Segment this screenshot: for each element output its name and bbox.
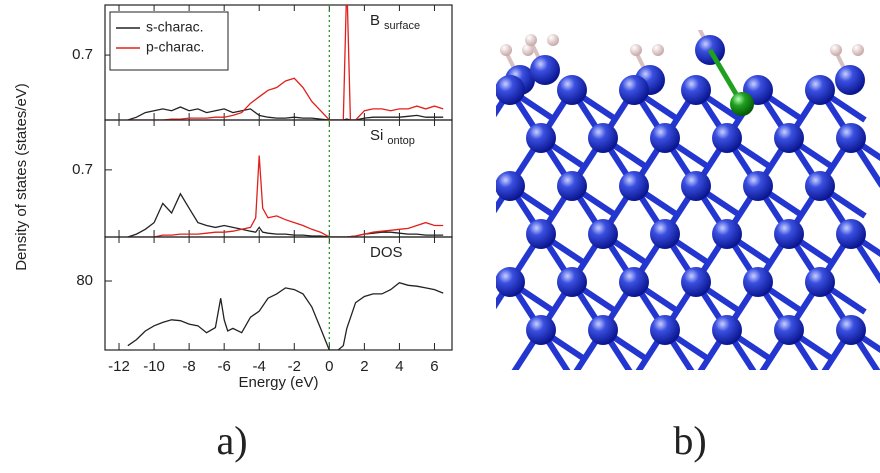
panel-label-main: DOS [370,244,403,261]
series-line [127,106,444,120]
atom [805,171,835,201]
caption: b) [673,418,706,463]
atom [650,123,680,153]
atom [619,171,649,201]
x-tick-label: -4 [253,358,266,375]
x-tick-label: -10 [143,358,165,375]
atom [805,267,835,297]
atom [835,65,865,95]
structure-image [496,14,880,370]
panel-label-sub: surface [384,20,420,32]
atom [681,267,711,297]
panel-label-main: Si [370,127,383,144]
atom [712,123,742,153]
caption: a) [216,418,247,463]
legend-label: p-charac. [146,39,204,55]
x-axis-label: Energy (eV) [238,374,318,391]
series-line [127,5,444,120]
hydrogen [630,44,642,56]
atom [774,315,804,345]
hydrogen [547,34,559,46]
x-tick-label: -6 [217,358,230,375]
hydrogen [712,14,724,26]
panel-frame [104,236,453,351]
panel-label: DOS [370,244,403,261]
x-tick-label: -8 [182,358,195,375]
atom [836,219,866,249]
atom [712,219,742,249]
y-tick-label: 0.7 [72,161,93,178]
atom [526,123,556,153]
x-tick-label: -2 [288,358,301,375]
hydrogen [522,44,534,56]
hydrogen [652,44,664,56]
x-tick-label: 2 [360,358,368,375]
atom [557,75,587,105]
hydrogen [500,44,512,56]
y-tick-label: 80 [76,272,93,289]
x-tick-label: 4 [395,358,403,375]
legend-label: s-charac. [146,19,204,35]
atom [557,267,587,297]
atom [588,123,618,153]
x-tick-label: -12 [108,358,130,375]
atoms [496,14,880,370]
atom [557,171,587,201]
panel-label: Si ontop [370,127,415,147]
x-tick-label: 0 [325,358,333,375]
atom [530,55,560,85]
atom [836,315,866,345]
atom [681,75,711,105]
atom [743,171,773,201]
atom [588,315,618,345]
atom [681,171,711,201]
atom [650,315,680,345]
series-line [127,281,444,350]
atom [526,315,556,345]
atom [805,75,835,105]
atom [496,75,525,105]
atom [496,171,525,201]
panel-label-main: B [370,12,380,29]
series-line [127,192,444,237]
atom [619,75,649,105]
y-axis-label: Density of states (states/eV) [13,83,30,271]
panel-label-sub: ontop [387,135,415,147]
hydrogen [852,44,864,56]
atom [774,219,804,249]
atom [774,123,804,153]
atom [743,267,773,297]
x-tick-label: 6 [430,358,438,375]
y-tick-label: 0.7 [72,46,93,63]
atom [526,219,556,249]
boron-atom [730,92,754,116]
atom [619,267,649,297]
series-line [127,155,444,237]
atom [496,267,525,297]
atom [588,219,618,249]
atom [712,315,742,345]
hydrogen [690,14,702,26]
hydrogen [830,44,842,56]
atom [650,219,680,249]
legend-box [109,11,229,71]
atom [836,123,866,153]
hydrogen [525,34,537,46]
